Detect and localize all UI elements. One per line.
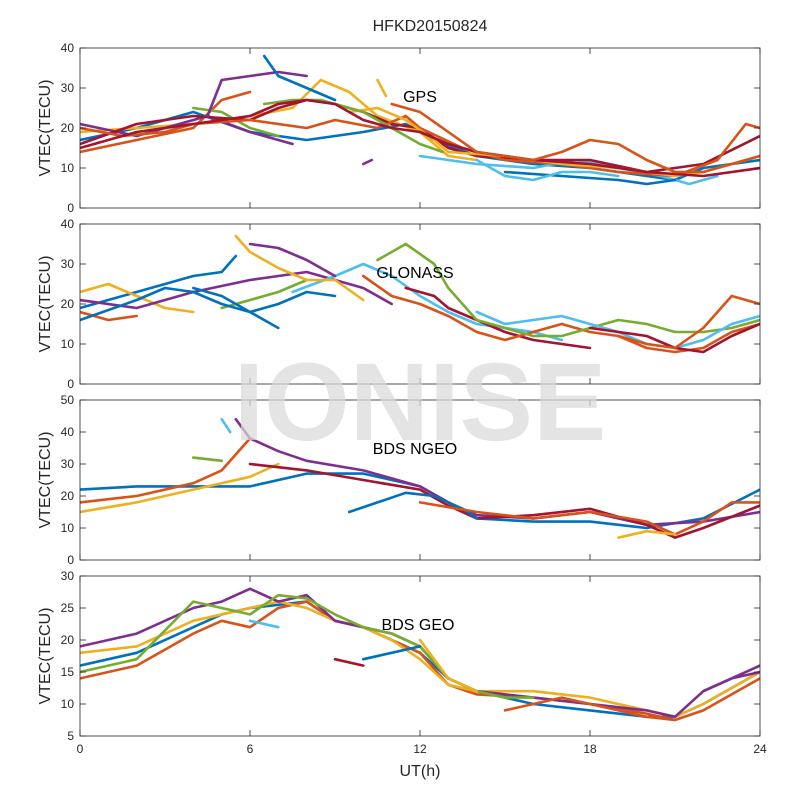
y-tick-label: 30 <box>61 457 75 471</box>
panel-gps: 0 10 20 30 40 VTEC(TECU) GPS <box>37 41 761 215</box>
series-line <box>291 262 563 342</box>
series-line <box>248 462 760 539</box>
y-tick-label: 25 <box>61 601 75 615</box>
y-tick-label: 50 <box>61 393 75 407</box>
series-line <box>248 242 337 278</box>
y-axis-label: VTEC(TECU) <box>37 80 54 177</box>
x-axis-label: UT(h) <box>400 763 441 780</box>
x-tick-label: 6 <box>247 742 254 756</box>
y-tick-label: 10 <box>61 161 75 175</box>
series-line <box>234 234 365 302</box>
series-group <box>80 234 760 354</box>
series-line <box>80 270 393 310</box>
series-line <box>376 78 388 98</box>
y-tick-label: 20 <box>61 121 75 135</box>
y-tick-label: 30 <box>61 81 75 95</box>
panel-label: BDS GEO <box>382 617 455 634</box>
x-tick-label: 18 <box>583 742 597 756</box>
y-tick-label: 30 <box>61 569 75 583</box>
series-line <box>404 286 592 350</box>
series-line <box>418 638 478 693</box>
panel-label: GLONASS <box>376 265 453 282</box>
y-tick-label: 30 <box>61 257 75 271</box>
panel-label: GPS <box>403 89 437 106</box>
series-line <box>362 274 760 354</box>
series-line <box>702 670 760 693</box>
series-line <box>80 282 195 314</box>
series-line <box>80 437 252 504</box>
y-axis-label: VTEC(TECU) <box>37 608 54 705</box>
series-line <box>192 456 223 463</box>
x-tick-label: 24 <box>753 742 767 756</box>
series-line <box>262 54 337 102</box>
y-tick-label: 20 <box>61 633 75 647</box>
series-group <box>80 54 760 186</box>
figure-title: HFKD20150824 <box>373 18 488 35</box>
series-line <box>80 286 337 322</box>
x-tick-label: 0 <box>77 742 84 756</box>
y-tick-label: 0 <box>67 553 74 567</box>
series-line <box>362 645 422 661</box>
panel-label: BDS NGEO <box>373 441 457 458</box>
series-line <box>248 619 280 629</box>
y-axis-label: VTEC(TECU) <box>37 432 54 529</box>
y-tick-label: 5 <box>67 729 74 743</box>
series-line <box>390 102 760 174</box>
y-axis-label: VTEC(TECU) <box>37 256 54 353</box>
watermark-text: IONISE <box>234 341 607 464</box>
y-tick-label: 20 <box>61 297 75 311</box>
series-line <box>333 657 365 667</box>
y-tick-label: 40 <box>61 425 75 439</box>
y-tick-label: 10 <box>61 337 75 351</box>
series-line <box>80 310 138 322</box>
series-line <box>376 242 760 338</box>
series-group <box>80 417 760 539</box>
series-line <box>362 158 374 166</box>
series-line <box>418 501 760 536</box>
series-line <box>192 286 280 330</box>
series-line <box>475 158 620 182</box>
panel-glonass: 0 10 20 30 40 VTEC(TECU) GLONASS <box>37 217 761 391</box>
series-line <box>503 696 677 722</box>
y-tick-label: 40 <box>61 41 75 55</box>
y-tick-label: 40 <box>61 217 75 231</box>
series-line <box>588 322 760 354</box>
x-tick-label: 12 <box>413 742 427 756</box>
series-line <box>80 98 760 178</box>
series-line <box>617 294 760 350</box>
plot-area <box>80 400 760 560</box>
series-line <box>220 417 232 434</box>
y-tick-label: 20 <box>61 489 75 503</box>
series-line <box>503 170 677 186</box>
y-tick-label: 10 <box>61 697 75 711</box>
series-line <box>262 98 444 154</box>
y-tick-label: 15 <box>61 665 75 679</box>
series-line <box>617 529 677 539</box>
series-group <box>80 587 760 722</box>
panel-bds-ngeo: 0 10 20 30 40 50 VTEC(TECU) BDS NGEO <box>37 393 761 567</box>
y-tick-label: 0 <box>67 201 74 215</box>
series-line <box>206 70 308 118</box>
y-tick-label: 10 <box>61 521 75 535</box>
series-line <box>80 254 238 310</box>
y-tick-label: 0 <box>67 377 74 391</box>
panel-bds-geo: 5 10 15 20 25 30 0 6 12 18 24 VTEC(TECU) BDS GEO <box>37 569 767 756</box>
series-line <box>80 90 252 154</box>
series-line <box>80 462 280 514</box>
